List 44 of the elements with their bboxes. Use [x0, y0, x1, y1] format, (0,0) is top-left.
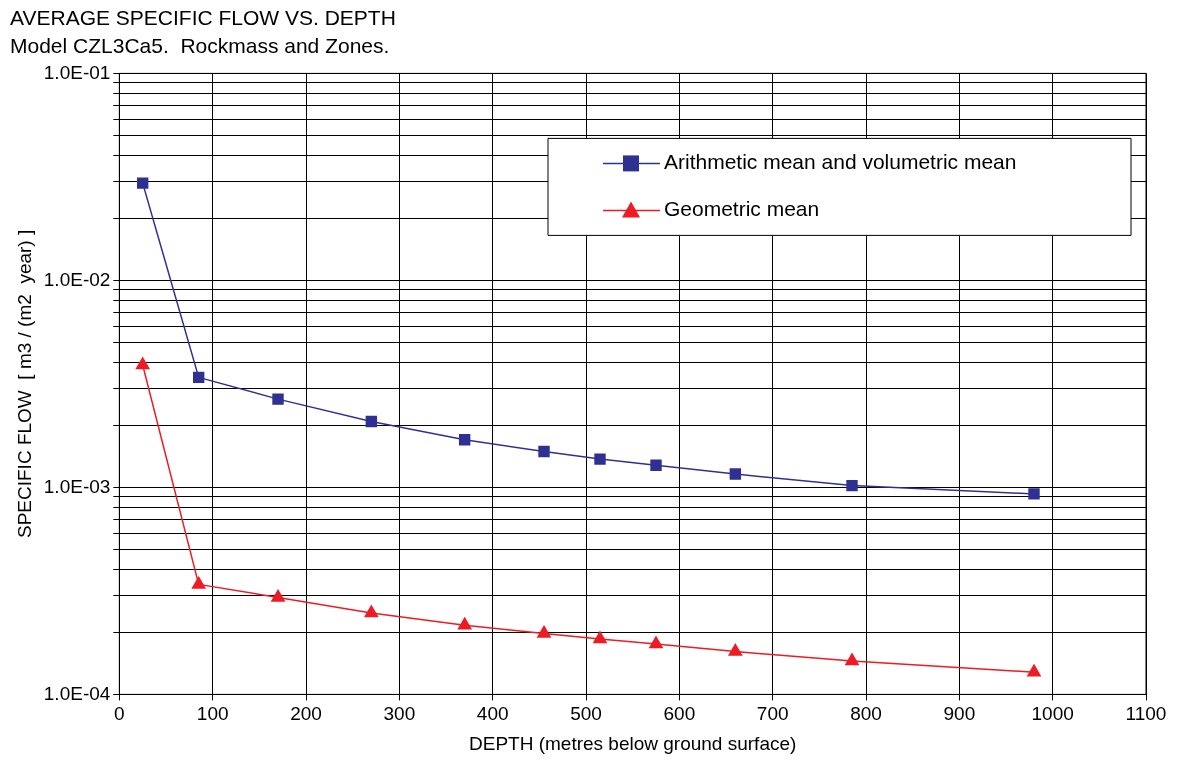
point: [458, 434, 471, 446]
y-tick-label: 1.0E-03: [43, 475, 111, 497]
point: [729, 468, 742, 480]
x-tick-label: 1100: [1125, 703, 1167, 725]
chart-subtitle: Model CZL3Ca5. Rockmass and Zones.: [10, 33, 390, 57]
point: [846, 479, 858, 492]
point: [192, 371, 205, 384]
legend-label: Geometric mean: [664, 197, 820, 221]
x-tick-label: 300: [383, 703, 416, 725]
point: [1027, 664, 1041, 677]
point: [271, 589, 285, 602]
point: [272, 393, 284, 405]
point: [537, 625, 551, 638]
y-tick-label: 1.0E-01: [43, 61, 111, 83]
point: [1028, 488, 1040, 500]
point: [364, 605, 379, 618]
x-tick-label: 500: [570, 703, 602, 725]
point: [365, 415, 378, 428]
point: [457, 617, 472, 630]
x-tick-label: 100: [196, 703, 229, 725]
x-axis-title: DEPTH (metres below ground surface): [469, 732, 797, 754]
legend-label: Arithmetic mean and volumetric mean: [664, 150, 1017, 174]
point: [845, 653, 859, 666]
point: [594, 453, 606, 465]
point: [136, 177, 149, 189]
point: [538, 445, 550, 458]
point: [593, 631, 607, 644]
x-tick-label: 600: [663, 703, 696, 725]
y-axis-title: SPECIFIC FLOW [ m3 / (m2 year) ]: [13, 229, 35, 539]
y-tick-label: 1.0E-04: [43, 682, 111, 704]
point: [135, 357, 150, 370]
x-tick-label: 400: [476, 703, 509, 725]
x-tick-label: 900: [943, 703, 976, 725]
point: [728, 643, 743, 656]
x-tick-label: 0: [114, 703, 125, 725]
point: [650, 459, 662, 471]
x-tick-label: 1000: [1031, 703, 1074, 725]
x-tick-label: 200: [290, 703, 322, 725]
point: [191, 576, 206, 589]
x-tick-label: 800: [850, 703, 882, 725]
point: [649, 636, 663, 649]
chart-title: AVERAGE SPECIFIC FLOW VS. DEPTH: [10, 6, 396, 30]
x-tick-label: 700: [756, 703, 789, 725]
y-tick-label: 1.0E-02: [43, 268, 111, 290]
